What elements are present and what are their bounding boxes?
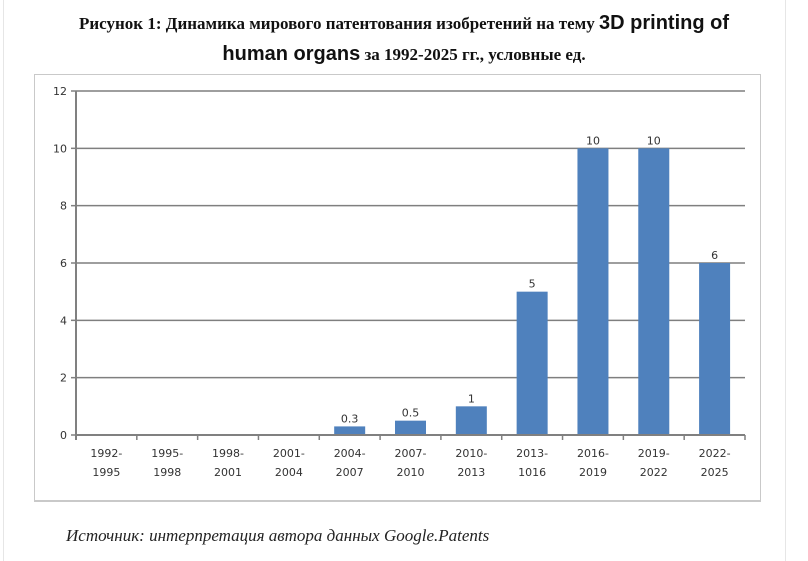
data-label: 1 — [468, 392, 475, 405]
title-text-en-1: 3D printing of — [599, 12, 729, 34]
x-tick-label: 2013 — [457, 466, 485, 479]
x-tick-label: 2001- — [273, 447, 305, 460]
x-tick-label: 1998- — [212, 447, 244, 460]
data-label: 0.3 — [341, 412, 359, 425]
x-axis: 1992- 1995 1995- 1998 1998- 2001 2001- 2004 2004… — [75, 91, 746, 479]
bar — [638, 148, 670, 436]
x-tick-label: 2019- — [638, 447, 670, 460]
y-axis-ticks: 0 2 4 6 8 10 12 — [53, 85, 76, 442]
data-label: 10 — [647, 134, 661, 147]
x-tick-label: 1998 — [153, 466, 181, 479]
title-text-en-2: human organs — [222, 43, 361, 65]
bar — [516, 291, 548, 435]
data-labels: 0.3 0.5 1 5 10 10 6 — [341, 134, 718, 425]
gridlines — [76, 90, 745, 379]
y-tick-label: 8 — [60, 200, 67, 213]
y-tick-label: 10 — [53, 142, 67, 155]
y-tick-label: 2 — [60, 372, 67, 385]
y-tick-label: 6 — [60, 257, 67, 270]
title-text-ru-2: за 1992-2025 гг., условные ед. — [360, 45, 586, 64]
source-note: Источник: интерпретация автора данных Go… — [66, 526, 490, 545]
x-tick-label: 2019 — [579, 466, 607, 479]
page-edge-right — [785, 0, 786, 561]
x-tick-label: 2022- — [699, 447, 731, 460]
bar — [455, 406, 487, 435]
bars — [334, 148, 731, 436]
bar — [699, 263, 731, 435]
x-tick-label: 1016 — [518, 466, 546, 479]
x-tick-label: 2016- — [577, 447, 609, 460]
bar — [577, 148, 609, 436]
data-label: 5 — [529, 278, 536, 291]
title-line-1: Рисунок 1: Динамика мирового патентовани… — [0, 8, 808, 39]
figure-title: Рисунок 1: Динамика мирового патентовани… — [0, 8, 808, 70]
x-tick-label: 2004- — [334, 447, 366, 460]
y-tick-label: 0 — [60, 429, 67, 442]
x-tick-label: 1995- — [151, 447, 183, 460]
x-tick-label: 1992- — [90, 447, 122, 460]
x-tick-label: 2004 — [275, 466, 303, 479]
x-tick-label: 2010 — [397, 466, 425, 479]
x-tick-label: 2013- — [516, 447, 548, 460]
bar — [334, 426, 366, 435]
data-label: 6 — [711, 249, 718, 262]
data-label: 0.5 — [402, 407, 420, 420]
data-label: 10 — [586, 134, 600, 147]
x-tick-label: 2007 — [336, 466, 364, 479]
x-tick-label: 2022 — [640, 466, 668, 479]
x-tick-label: 1995 — [92, 466, 120, 479]
title-line-2: human organs за 1992-2025 гг., условные … — [0, 39, 808, 70]
bar — [395, 420, 426, 435]
y-tick-label: 12 — [53, 85, 67, 98]
page-edge-left — [3, 0, 4, 561]
x-tick-label: 2001 — [214, 466, 242, 479]
x-tick-label: 2025 — [701, 466, 729, 479]
x-tick-label: 2010- — [455, 447, 487, 460]
y-tick-label: 4 — [60, 314, 67, 327]
title-text-ru-1: Рисунок 1: Динамика мирового патентовани… — [79, 14, 600, 33]
x-tick-label: 2007- — [395, 447, 427, 460]
